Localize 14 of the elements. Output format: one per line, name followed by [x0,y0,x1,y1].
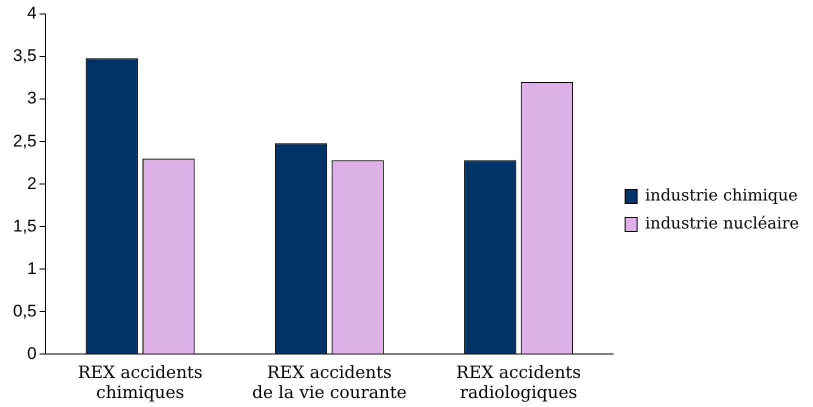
y-tick-label: 2,5 [12,131,37,150]
y-tick-label: 2 [27,174,37,193]
y-tick-label: 0,5 [12,301,37,320]
x-tick-label: REX accidents de la vie courante [252,362,407,404]
x-tick-label: REX accidents chimiques [78,362,203,404]
y-tick-label: 3 [27,88,37,108]
legend-label: industrie nucléaire [645,214,799,233]
x-tick-label: REX accidents radiologiques [456,362,581,404]
legend-label: industrie chimique [645,186,798,205]
y-tick-label: 0 [27,344,37,363]
y-tick-label: 4 [27,4,37,23]
y-tick-label: 3,5 [12,46,37,66]
y-tick-label: 1 [27,258,37,278]
y-tick-label: 1,5 [12,216,37,236]
